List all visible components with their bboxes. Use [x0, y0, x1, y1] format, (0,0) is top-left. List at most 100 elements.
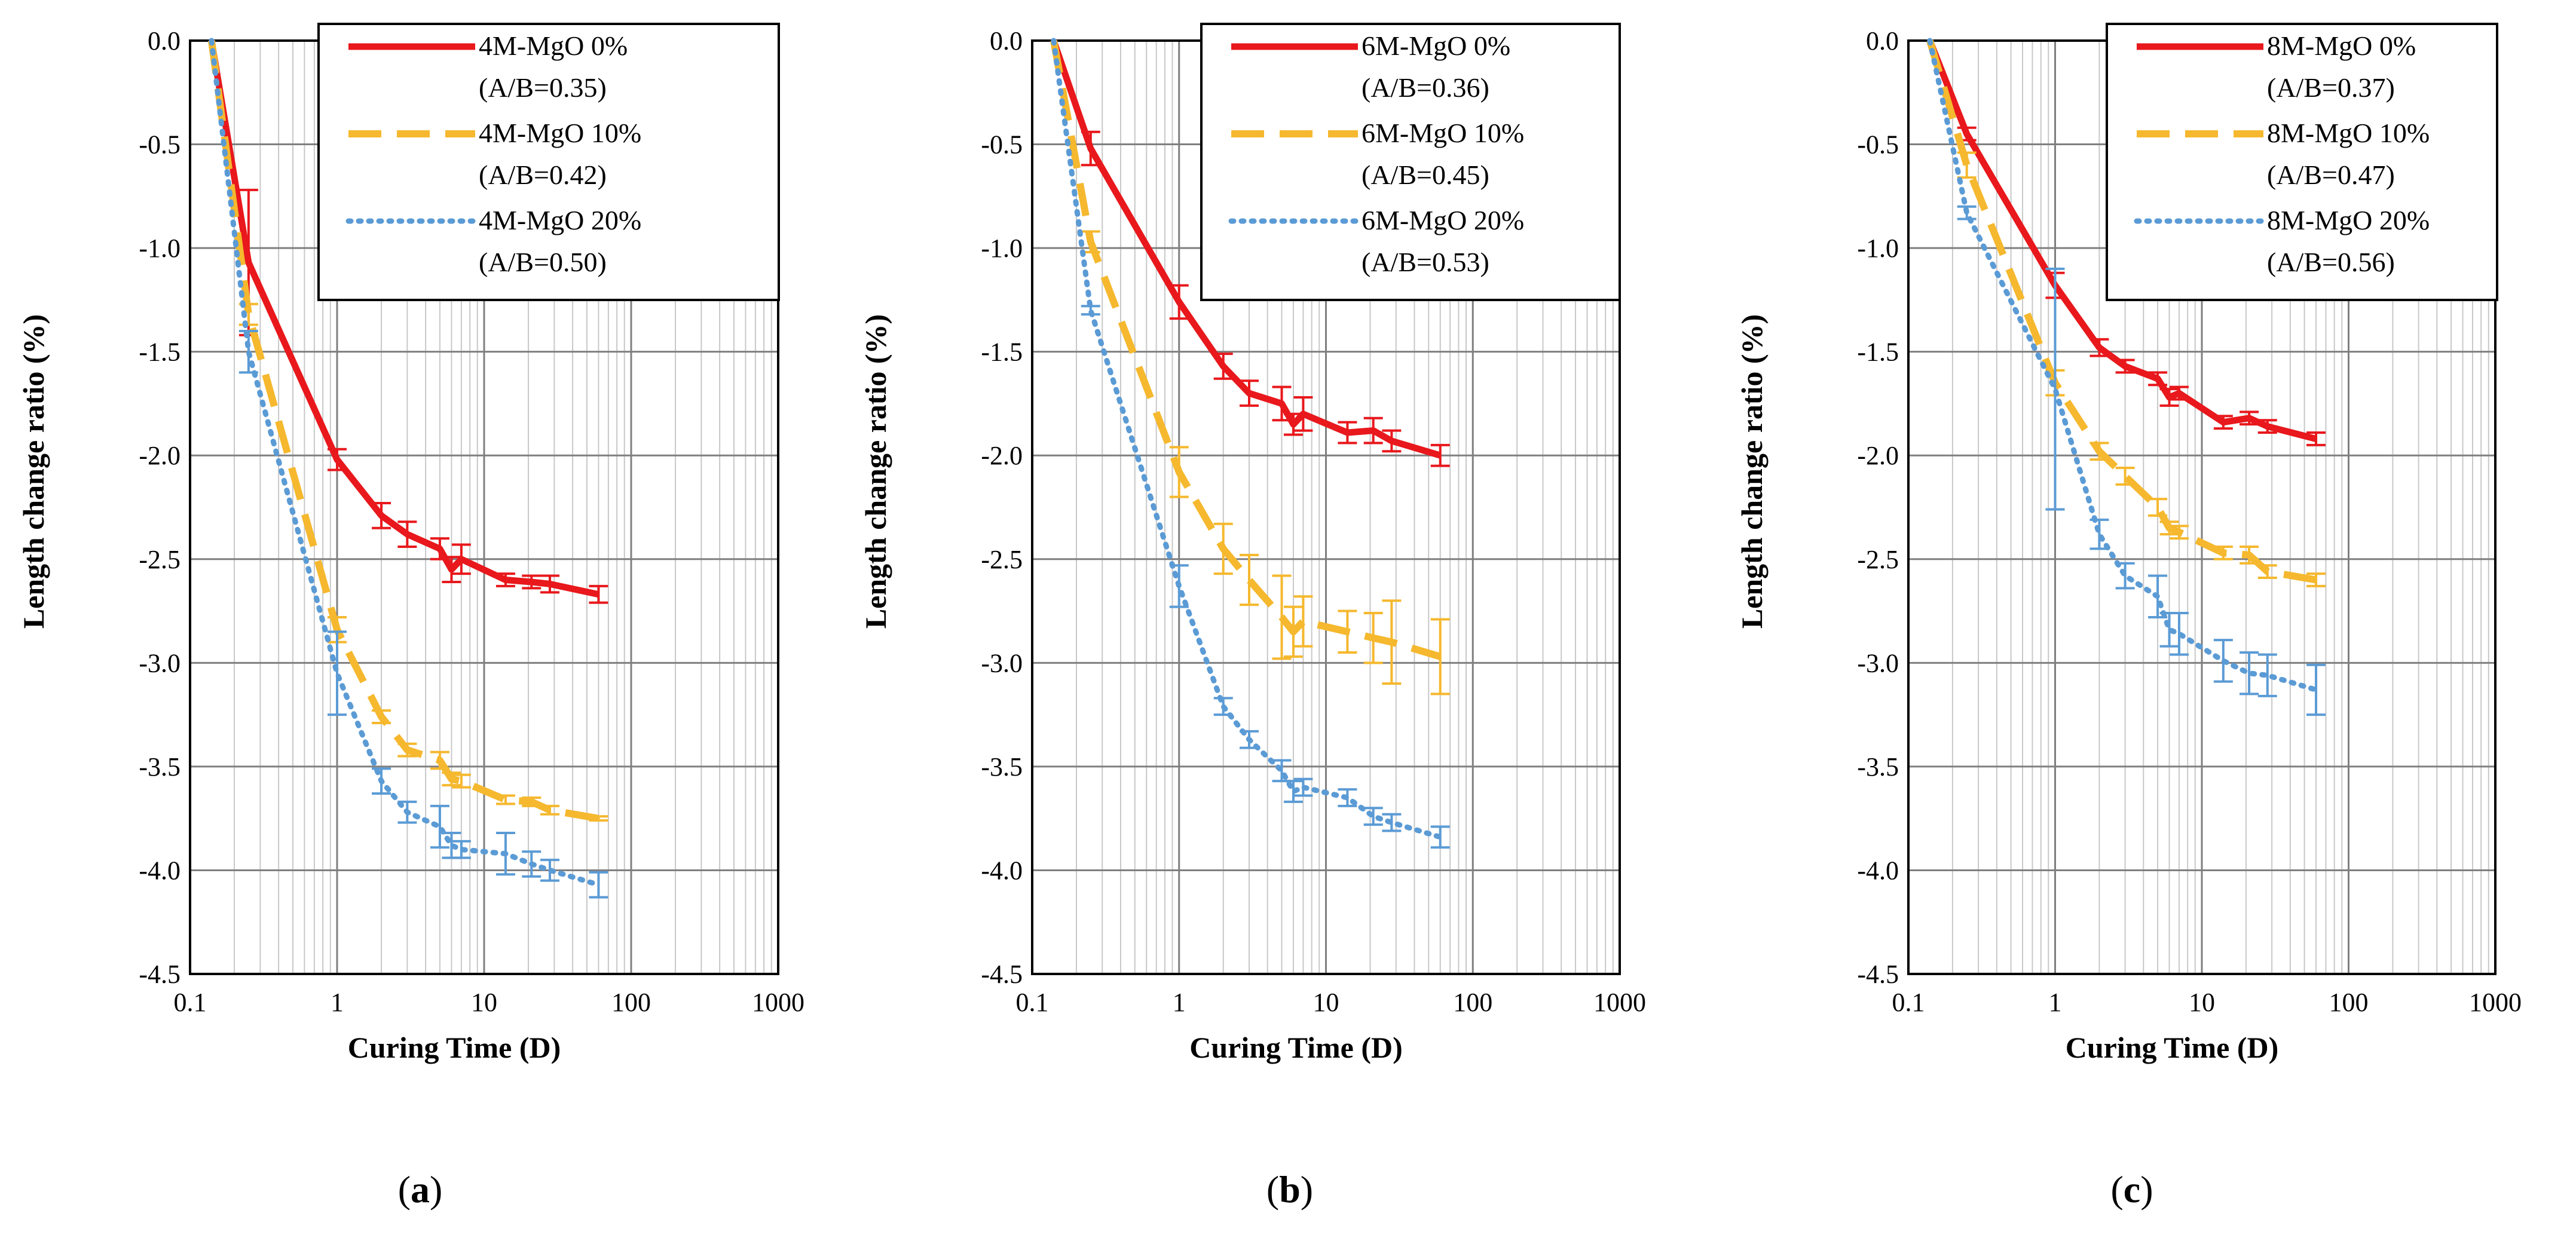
series-line — [1050, 39, 1442, 660]
x-tick-label: 1000 — [2469, 988, 2522, 1017]
legend-box — [2106, 23, 2498, 301]
panel-caption-letter: b — [1279, 1168, 1301, 1211]
x-tick-label: 10 — [1313, 988, 1339, 1017]
y-tick-label: -3.0 — [981, 648, 1023, 678]
panel-caption-letter: a — [411, 1168, 430, 1211]
x-tick-label: 10 — [471, 988, 497, 1017]
x-tick-label: 1000 — [1593, 988, 1646, 1017]
y-tick-label: -1.5 — [139, 338, 180, 367]
y-tick-label: -3.0 — [1857, 648, 1899, 678]
series-dotted — [1051, 38, 1450, 849]
y-tick-label: -1.0 — [1857, 234, 1899, 263]
series-dashed — [207, 40, 608, 822]
y-axis-title: Length change ratio (%) — [17, 314, 50, 629]
series-line — [1926, 39, 2317, 584]
y-tick-label: -3.5 — [981, 752, 1023, 782]
x-axis-title: Curing Time (D) — [2066, 1031, 2279, 1064]
y-tick-label: -1.0 — [981, 234, 1023, 263]
x-tick-label: 0.1 — [174, 988, 207, 1017]
y-tick-label: -2.5 — [1857, 545, 1899, 574]
x-tick-label: 1 — [1173, 988, 1186, 1017]
series-line — [209, 38, 601, 888]
y-tick-label: 0.0 — [148, 26, 180, 56]
x-tick-label: 1000 — [752, 988, 804, 1017]
legend-label: 6M-MgO 10% — [1362, 118, 1524, 148]
series-line — [207, 40, 599, 822]
panel-caption-letter: c — [2124, 1168, 2140, 1211]
legend-sublabel: (A/B=0.50) — [479, 247, 607, 277]
y-axis-title: Length change ratio (%) — [1735, 314, 1769, 629]
legend-label: 8M-MgO 20% — [2267, 205, 2430, 235]
legend-label: 8M-MgO 0% — [2267, 30, 2416, 61]
x-tick-label: 0.1 — [1016, 988, 1049, 1017]
legend-sublabel: (A/B=0.45) — [1362, 160, 1489, 190]
x-tick-label: 1 — [331, 988, 344, 1017]
x-tick-label: 100 — [1453, 988, 1492, 1017]
y-tick-label: -1.0 — [139, 234, 180, 263]
legend: 4M-MgO 0% (A/B=0.35) 4M-MgO 10% (A/B=0.42) 4… — [317, 23, 780, 301]
series-dotted — [209, 38, 608, 899]
y-tick-label: -4.0 — [139, 856, 180, 885]
y-tick-label: -0.5 — [1857, 130, 1899, 160]
y-tick-label: -2.5 — [139, 545, 180, 574]
chart-panel-b: 0.0 -0.5 -1.0 -1.5 -2.0 -2.5 -3.0 -3.5 -4.0 -4.50… — [859, 23, 1646, 1211]
series-dashed — [1050, 39, 1450, 696]
legend: 8M-MgO 0% (A/B=0.37) 8M-MgO 10% (A/B=0.47) 8… — [2106, 23, 2498, 301]
series-line — [208, 40, 599, 598]
legend-box — [1200, 23, 1621, 301]
y-axis-title: Length change ratio (%) — [859, 314, 892, 629]
y-tick-label: -2.0 — [981, 441, 1023, 470]
x-tick-label: 0.1 — [1892, 988, 1925, 1017]
series-line — [1926, 39, 2317, 442]
series-solid — [1926, 39, 2326, 446]
legend-sublabel: (A/B=0.53) — [1362, 247, 1489, 277]
legend: 6M-MgO 0% (A/B=0.36) 6M-MgO 10% (A/B=0.45) 6… — [1200, 23, 1621, 301]
legend-label: 4M-MgO 0% — [479, 30, 628, 61]
series-dashed — [1926, 39, 2326, 587]
y-tick-label: -4.0 — [1857, 856, 1899, 885]
y-tick-label: -0.5 — [981, 130, 1023, 160]
x-tick-label: 100 — [611, 988, 651, 1017]
series-dotted — [1927, 38, 2326, 716]
y-tick-label: -0.5 — [139, 130, 180, 160]
y-tick-label: -4.5 — [1857, 960, 1899, 989]
legend-sublabel: (A/B=0.35) — [479, 72, 607, 103]
x-axis-title: Curing Time (D) — [1189, 1031, 1403, 1064]
y-tick-label: -3.0 — [139, 648, 180, 678]
panel-caption: (b) — [1266, 1168, 1313, 1211]
legend-sublabel: (A/B=0.37) — [2267, 72, 2395, 103]
legend-label: 6M-MgO 20% — [1362, 205, 1524, 235]
y-tick-label: -1.5 — [1857, 338, 1899, 367]
x-tick-label: 1 — [2049, 988, 2062, 1017]
y-tick-label: -1.5 — [981, 338, 1023, 367]
y-tick-label: -3.5 — [1857, 752, 1899, 782]
y-tick-label: -2.5 — [981, 545, 1023, 574]
y-tick-label: 0.0 — [990, 26, 1023, 56]
legend-sublabel: (A/B=0.36) — [1362, 72, 1489, 103]
x-tick-label: 100 — [2329, 988, 2369, 1017]
legend-label: 6M-MgO 0% — [1362, 30, 1510, 61]
y-tick-label: -2.0 — [139, 441, 180, 470]
series-solid — [1050, 39, 1450, 467]
chart-panel-a: 0.0 -0.5 -1.0 -1.5 -2.0 -2.5 -3.0 -3.5 -4.0 -4.50… — [17, 23, 804, 1211]
legend-sublabel: (A/B=0.56) — [2267, 247, 2395, 277]
legend-label: 4M-MgO 10% — [479, 118, 641, 148]
y-tick-label: -4.0 — [981, 856, 1023, 885]
x-tick-label: 10 — [2189, 988, 2215, 1017]
chart-panel-c: 0.0 -0.5 -1.0 -1.5 -2.0 -2.5 -3.0 -3.5 -4.0 -4.50… — [1735, 23, 2522, 1211]
legend-sublabel: (A/B=0.42) — [479, 160, 607, 190]
series-line — [1927, 38, 2319, 693]
x-axis-title: Curing Time (D) — [348, 1031, 561, 1064]
legend-label: 4M-MgO 20% — [479, 205, 641, 235]
legend-box — [317, 23, 780, 301]
y-tick-label: 0.0 — [1866, 26, 1899, 56]
y-tick-label: -4.5 — [981, 960, 1023, 989]
legend-sublabel: (A/B=0.47) — [2267, 160, 2395, 190]
series-line — [1050, 39, 1442, 459]
y-tick-label: -4.5 — [139, 960, 180, 989]
series-line — [1051, 38, 1443, 840]
y-tick-label: -3.5 — [139, 752, 180, 782]
legend-label: 8M-MgO 10% — [2267, 118, 2430, 148]
panel-caption: (c) — [2110, 1168, 2153, 1211]
y-tick-label: -2.0 — [1857, 441, 1899, 470]
